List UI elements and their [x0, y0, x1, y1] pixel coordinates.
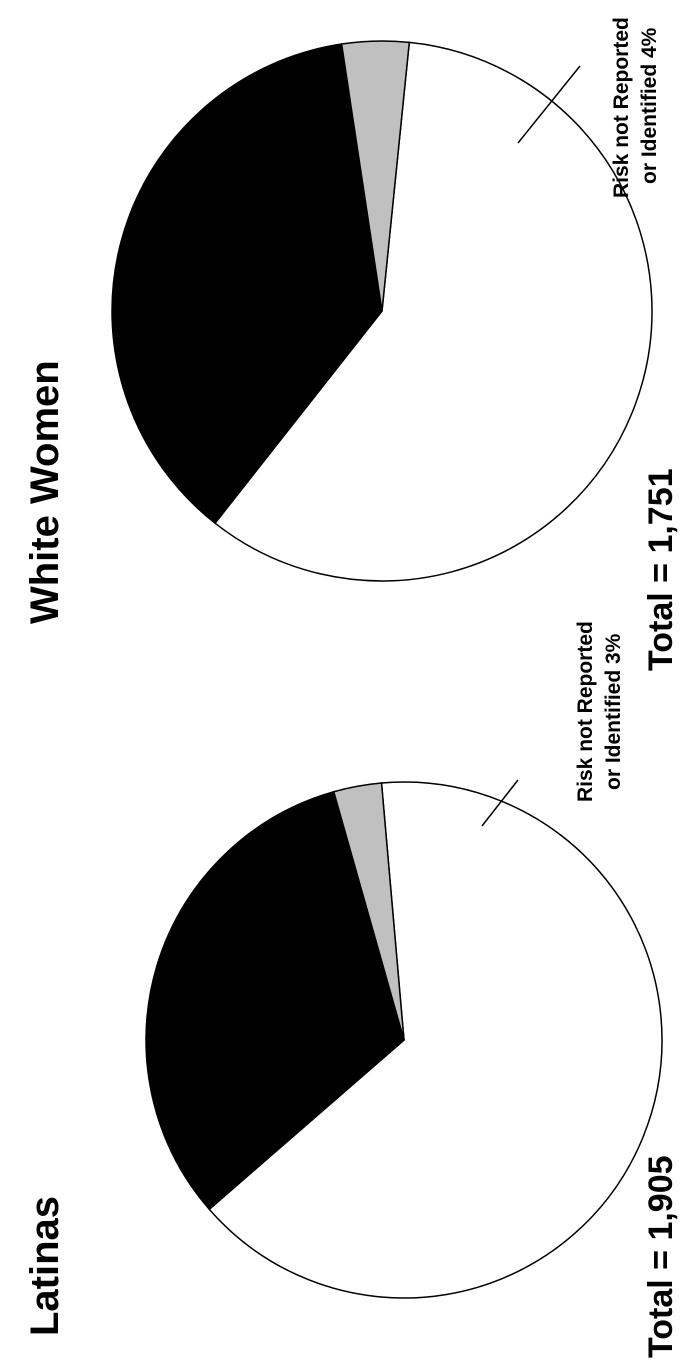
annotation-line: or Identified 3%	[602, 633, 625, 790]
pie-slice-unlabeled	[145, 790, 405, 1211]
pie-chart-white-women	[111, 40, 653, 582]
annotation-leader-line	[517, 65, 581, 144]
pie-slice-heterosexual-contact-59	[213, 41, 653, 582]
slice-label-line: Heterosexual	[200, 980, 223, 1112]
pie-slice-risk-not-reported-or-identified-4	[340, 40, 411, 312]
total-label: Total = 1,751	[642, 468, 680, 671]
chart-title: White Women	[23, 360, 67, 624]
pie-panel-latinas: Latinas Heterosexual Contact 65% Risk no…	[23, 621, 680, 1358]
pie-slice-risk-not-reported-or-identified-3	[332, 782, 405, 1041]
annotation-line: or Identified 4%	[638, 27, 661, 184]
total-label: Total = 1,905	[642, 1155, 680, 1358]
annotation-leader-line	[481, 779, 519, 827]
pie-chart-latinas	[145, 781, 663, 1299]
slice-label-line: Contact 59%	[228, 238, 251, 364]
slice-label-line: Contact 65%	[228, 983, 251, 1109]
slice-label-line: Heterosexual	[200, 235, 223, 367]
pie-slice-heterosexual-contact-65	[208, 781, 663, 1299]
pie-panel-white-women: White Women Heterosexual Contact 59% Ris…	[23, 17, 680, 671]
annotation-line: Risk not Reported	[574, 621, 597, 802]
annotation-line: Risk not Reported	[610, 17, 633, 198]
pie-slice-unlabeled	[111, 43, 383, 525]
chart-title: Latinas	[23, 1196, 67, 1336]
